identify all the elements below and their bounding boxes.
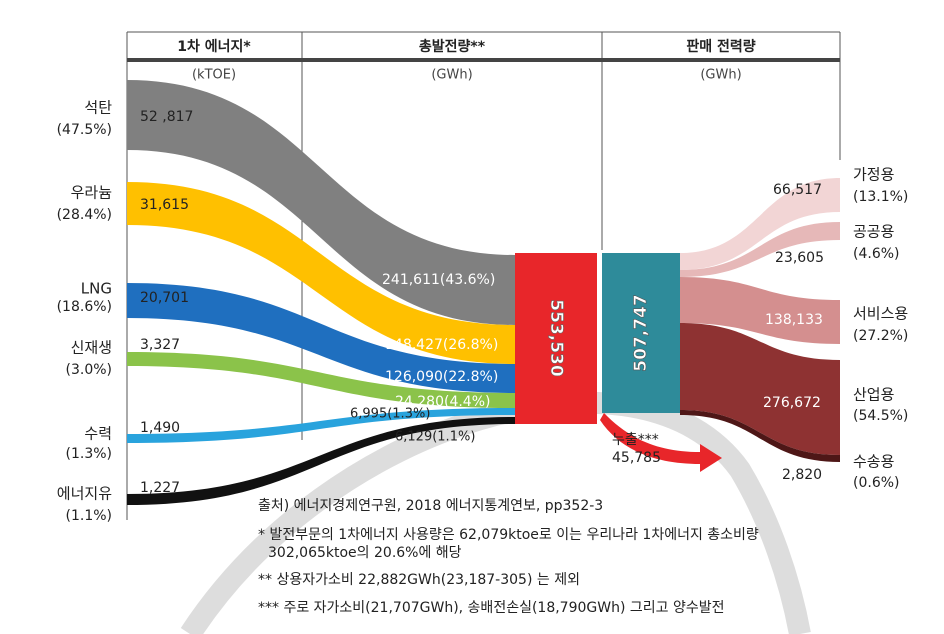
header-unit: (kTOE) <box>192 68 236 83</box>
generation-value: 241,611(43.6%) <box>382 272 495 288</box>
note: ** 상용자가소비 22,882GWh(23,187-305) 는 제외 <box>258 572 580 588</box>
use-name: 가정용 <box>853 166 894 184</box>
flows <box>127 80 840 505</box>
use-value: 2,820 <box>782 467 822 483</box>
source-value: 1,227 <box>140 480 180 496</box>
source-share: (47.5%) <box>57 122 112 138</box>
source-names: 석탄 (47.5%) 우라늄 (28.4%) LNG (18.6%) 신재생 (… <box>57 99 113 525</box>
source-name: 우라늄 <box>71 184 113 202</box>
generation-value: 6,129(1.1%) <box>395 430 475 445</box>
use-value: 66,517 <box>773 182 822 198</box>
header: 판매 전력량 <box>686 38 755 55</box>
total-sales: 507,747 <box>631 294 651 371</box>
source-share: (3.0%) <box>66 362 113 378</box>
use-share: (27.2%) <box>853 328 908 344</box>
sales-box <box>602 253 680 413</box>
use-name: 공공용 <box>853 223 894 241</box>
use-name: 산업용 <box>853 386 894 404</box>
generation-value: 126,090(22.8%) <box>385 369 498 385</box>
source-name: 신재생 <box>71 339 112 357</box>
use-share: (4.6%) <box>853 246 900 262</box>
note: * 발전부문의 1차에너지 사용량은 62,079ktoe로 이는 우리나라 1… <box>258 527 759 543</box>
use-value: 276,672 <box>763 395 821 411</box>
header: 총발전량** <box>419 38 486 55</box>
header: 1차 에너지* <box>177 39 251 55</box>
loss-label: 누출*** <box>612 432 659 448</box>
source-value: 52 ,817 <box>140 109 193 125</box>
total-generation: 553,530 <box>546 299 566 377</box>
source-value: 20,701 <box>140 290 189 306</box>
generation-value: 6,995(1.3%) <box>350 407 430 422</box>
source-value: 1,490 <box>140 420 180 436</box>
source-share: (1.1%) <box>66 508 113 524</box>
header-unit: (GWh) <box>431 68 472 83</box>
use-share: (54.5%) <box>853 408 908 424</box>
use-name: 수송용 <box>853 453 894 471</box>
use-share: (13.1%) <box>853 189 908 205</box>
generation-value: 148,427(26.8%) <box>385 337 498 353</box>
use-share: (0.6%) <box>853 475 900 491</box>
source-name: 에너지유 <box>57 485 112 503</box>
source-share: (1.3%) <box>66 446 113 462</box>
use-value: 23,605 <box>775 250 824 266</box>
note: *** 주로 자가소비(21,707GWh), 송배전손실(18,790GWh)… <box>258 600 725 616</box>
source-name: 석탄 <box>84 99 112 117</box>
generation-box <box>515 253 597 424</box>
header-unit: (GWh) <box>700 68 741 83</box>
source-share: (18.6%) <box>57 299 112 315</box>
source-value: 31,615 <box>140 197 189 213</box>
use-value: 138,133 <box>765 312 823 328</box>
source-value: 3,327 <box>140 337 180 353</box>
note: 302,065ktoe의 20.6%에 해당 <box>268 545 462 561</box>
source-name: 수력 <box>84 425 112 443</box>
generation-value: 24,280(4.4%) <box>395 394 490 410</box>
header-bar <box>127 58 840 62</box>
loss-value: 45,785 <box>612 450 661 466</box>
use-name: 서비스용 <box>853 305 908 323</box>
note: 출처) 에너지경제연구원, 2018 에너지통계연보, pp352-3 <box>258 498 603 514</box>
source-share: (28.4%) <box>57 207 112 223</box>
source-name: LNG <box>81 280 112 298</box>
